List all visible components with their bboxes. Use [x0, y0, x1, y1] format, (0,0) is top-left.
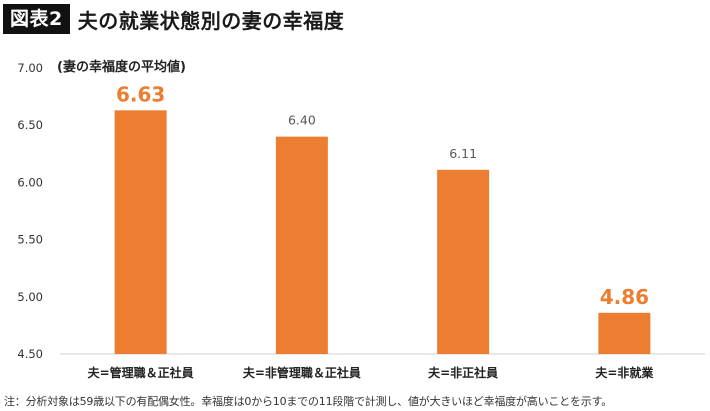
- bar: [114, 110, 167, 354]
- x-axis-labels: 夫=管理職＆正社員 夫=非管理職＆正社員 夫=非正社員 夫=非就業: [87, 365, 655, 380]
- bar: [598, 312, 651, 354]
- y-axis-label: (妻の幸福度の平均値): [57, 59, 186, 75]
- value-label: 6.63: [116, 82, 165, 106]
- footnote: 注：分析対象は59歳以下の有配偶女性。幸福度は0から10までの11段階で計測し、…: [4, 395, 613, 408]
- header: 図表2 夫の就業状態別の妻の幸福度: [3, 3, 344, 35]
- y-tick-label: 6.00: [17, 175, 43, 189]
- y-tick-label: 5.00: [17, 290, 43, 304]
- y-tick-label: 6.50: [17, 118, 43, 132]
- value-label: 6.40: [288, 113, 316, 128]
- y-axis-ticks: 7.00 6.50 6.00 5.50 5.00 4.50: [17, 61, 43, 361]
- y-tick-label: 5.50: [17, 233, 43, 247]
- x-tick-label: 夫=非正社員: [427, 365, 498, 380]
- value-label: 4.86: [600, 285, 649, 309]
- bar: [275, 136, 328, 354]
- value-labels-group: 6.63 6.40 6.11 4.86: [116, 82, 649, 308]
- value-label: 6.11: [449, 146, 477, 161]
- x-tick-label: 夫=管理職＆正社員: [87, 365, 194, 380]
- bars-group: [114, 110, 651, 354]
- chart-title: 夫の就業状態別の妻の幸福度: [77, 8, 345, 33]
- y-tick-label: 4.50: [17, 347, 43, 361]
- y-tick-label: 7.00: [17, 61, 43, 75]
- bar: [437, 169, 490, 354]
- figure-label: 図表2: [3, 4, 70, 34]
- x-tick-label: 夫=非管理職＆正社員: [242, 365, 361, 380]
- x-tick-label: 夫=非就業: [594, 365, 654, 380]
